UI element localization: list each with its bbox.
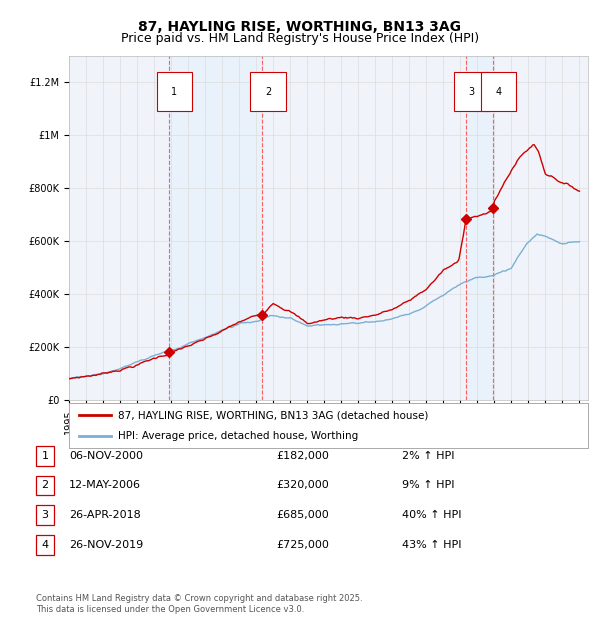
Text: 3: 3 [469, 87, 475, 97]
Text: 2: 2 [41, 480, 49, 490]
Text: £725,000: £725,000 [276, 540, 329, 550]
Text: 06-NOV-2000: 06-NOV-2000 [69, 451, 143, 461]
Text: £685,000: £685,000 [276, 510, 329, 520]
Text: 26-APR-2018: 26-APR-2018 [69, 510, 141, 520]
Text: 1: 1 [41, 451, 49, 461]
Text: Price paid vs. HM Land Registry's House Price Index (HPI): Price paid vs. HM Land Registry's House … [121, 32, 479, 45]
Text: 2: 2 [265, 87, 271, 97]
Text: £320,000: £320,000 [276, 480, 329, 490]
Text: 87, HAYLING RISE, WORTHING, BN13 3AG (detached house): 87, HAYLING RISE, WORTHING, BN13 3AG (de… [118, 410, 428, 420]
Text: 3: 3 [41, 510, 49, 520]
Text: 40% ↑ HPI: 40% ↑ HPI [402, 510, 461, 520]
Text: 43% ↑ HPI: 43% ↑ HPI [402, 540, 461, 550]
Bar [466, 56, 493, 400]
Text: 12-MAY-2006: 12-MAY-2006 [69, 480, 141, 490]
Text: 9% ↑ HPI: 9% ↑ HPI [402, 480, 455, 490]
Text: 4: 4 [496, 87, 502, 97]
Text: HPI: Average price, detached house, Worthing: HPI: Average price, detached house, Wort… [118, 432, 359, 441]
Text: 26-NOV-2019: 26-NOV-2019 [69, 540, 143, 550]
Text: 2% ↑ HPI: 2% ↑ HPI [402, 451, 455, 461]
Text: 4: 4 [41, 540, 49, 550]
Text: 87, HAYLING RISE, WORTHING, BN13 3AG: 87, HAYLING RISE, WORTHING, BN13 3AG [139, 20, 461, 34]
Text: 1: 1 [171, 87, 177, 97]
Bar [169, 56, 262, 400]
Text: Contains HM Land Registry data © Crown copyright and database right 2025.
This d: Contains HM Land Registry data © Crown c… [36, 595, 362, 614]
Text: £182,000: £182,000 [276, 451, 329, 461]
